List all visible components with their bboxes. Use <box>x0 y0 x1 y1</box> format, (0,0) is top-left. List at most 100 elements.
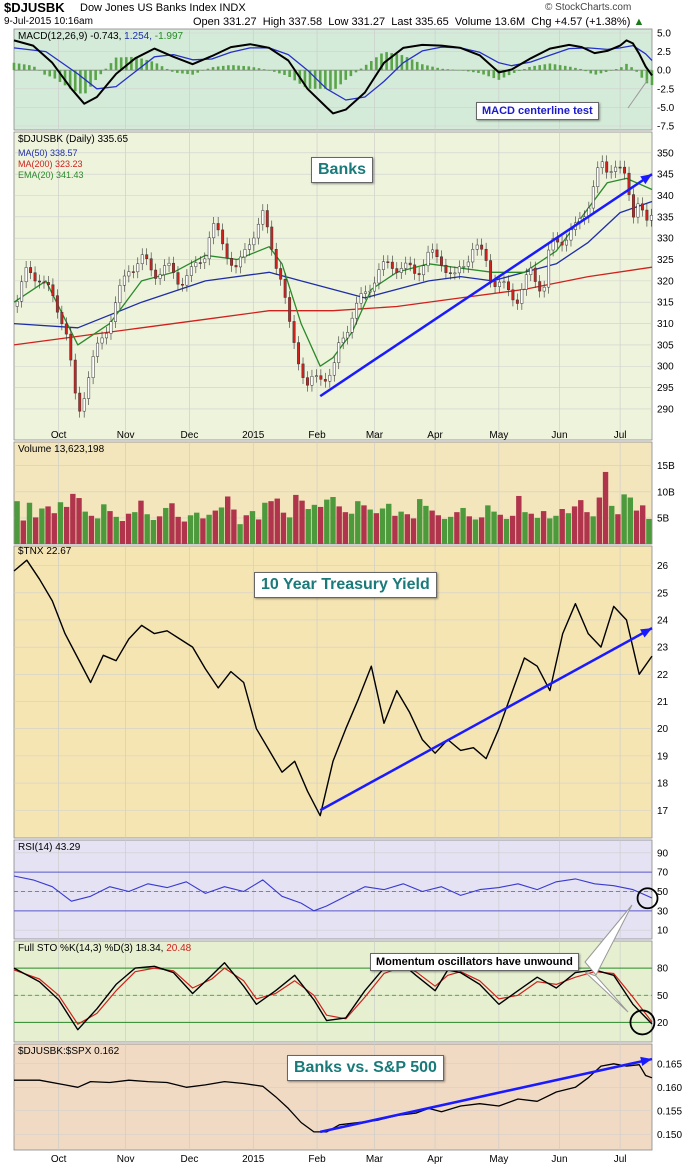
volume-bar <box>181 521 188 544</box>
macd-histogram-bar <box>563 65 567 71</box>
macd-histogram-bar <box>466 70 470 72</box>
volume-bar <box>76 498 82 544</box>
macd-histogram-bar <box>63 70 67 86</box>
price-candle <box>529 267 533 275</box>
macd-histogram-bar <box>569 66 572 71</box>
macd-histogram-bar <box>426 65 429 71</box>
volume-bar <box>262 502 268 544</box>
volume-bar <box>212 510 219 544</box>
macd-histogram-bar <box>109 63 113 71</box>
volume-bar <box>578 500 584 544</box>
price-candle <box>194 262 198 267</box>
price-candle <box>417 273 421 276</box>
volume-bar <box>14 501 20 544</box>
macd-histogram-bar <box>232 65 235 71</box>
volume-bar <box>206 514 212 544</box>
volume-bar <box>274 498 280 544</box>
macd-histogram-bar <box>523 68 526 71</box>
price-candle <box>404 262 408 269</box>
volume-bar <box>516 495 522 544</box>
macd-ytick-label: -7.5 <box>657 122 675 133</box>
volume-bar <box>218 507 225 544</box>
price-candle <box>448 272 452 274</box>
macd-histogram-bar <box>635 70 638 72</box>
macd-histogram-bar <box>446 69 450 71</box>
price-trendline <box>319 173 653 398</box>
macd-histogram-bar <box>512 70 516 73</box>
price-candle <box>163 265 167 275</box>
price-ytick-label: 320 <box>657 276 674 287</box>
sto-ytick-label: 80 <box>657 964 669 975</box>
macd-histogram-bar <box>451 69 455 71</box>
volume-bar <box>435 515 441 544</box>
price-candle <box>422 265 426 276</box>
price-candle <box>140 254 144 265</box>
price-candle <box>51 284 55 296</box>
volume-bar <box>509 515 516 544</box>
volume-bar <box>602 471 609 544</box>
macd-histogram-bar <box>354 70 358 73</box>
index-name: Dow Jones US Banks Index <box>80 2 217 14</box>
price-candle <box>136 263 140 273</box>
chart-symbol: $DJUSBK <box>4 0 65 15</box>
volume-bar <box>113 516 119 544</box>
macd-histogram-bar <box>369 61 373 71</box>
volume-bar <box>417 499 423 544</box>
macd-histogram-bar <box>206 68 210 71</box>
price-candle <box>91 356 95 378</box>
banks-callout: Banks <box>311 157 374 183</box>
macd-histogram-bar <box>293 70 297 81</box>
macd-histogram-bar <box>33 66 36 71</box>
macd-histogram-bar <box>221 65 225 71</box>
rsi-line <box>13 875 653 912</box>
price-candle <box>198 262 202 264</box>
tnx-ytick-label: 23 <box>657 643 669 654</box>
quote-bar: Open 331.27 High 337.58 Low 331.27 Last … <box>193 16 644 28</box>
price-candle <box>323 379 327 382</box>
macd-histogram-bar <box>441 68 445 71</box>
macd-histogram-bar <box>288 70 291 77</box>
macd-histogram-bar <box>124 57 128 71</box>
x-axis-label: May <box>489 430 508 441</box>
macd-histogram-bar <box>53 70 57 79</box>
sto-callout-pointer-2 <box>584 971 629 1013</box>
macd-histogram-bar <box>650 70 654 86</box>
x-axis-label: Nov <box>117 1154 135 1165</box>
price-candle <box>212 223 216 239</box>
price-candle <box>435 249 439 258</box>
macd-histogram-bar <box>196 70 200 73</box>
macd-histogram-bar <box>104 68 108 71</box>
volume-bar <box>497 514 503 544</box>
price-candle <box>265 210 269 228</box>
volume-bar <box>633 510 640 544</box>
macd-histogram-bar <box>609 70 613 71</box>
volume-bar <box>367 509 373 544</box>
macd-histogram-bar <box>574 67 577 71</box>
volume-bar <box>522 512 528 544</box>
price-candle <box>256 223 260 239</box>
volume-bar <box>398 511 404 544</box>
volume-bar <box>441 518 448 544</box>
macd-histogram-bar <box>140 58 143 71</box>
volume-bar <box>125 513 132 544</box>
price-candle <box>551 238 555 251</box>
volume-bar <box>373 513 380 544</box>
volume-bar <box>63 506 70 544</box>
price-candle <box>475 244 479 250</box>
volume-bar <box>447 516 454 544</box>
macd-histogram-bar <box>339 70 342 85</box>
macd-histogram-bar <box>191 70 194 75</box>
price-candle <box>314 375 318 377</box>
price-candle <box>498 281 501 287</box>
price-candle <box>154 269 158 279</box>
macd-ytick-label: 5.0 <box>657 29 671 40</box>
macd-histogram-bar <box>283 70 286 75</box>
macd-histogram-bar <box>242 65 245 71</box>
x-axis-label: 2015 <box>242 1154 265 1165</box>
price-candle <box>377 269 381 284</box>
price-candle <box>600 161 604 169</box>
price-candle <box>507 281 510 291</box>
macd-histogram-bar <box>477 70 480 73</box>
macd-histogram-bar <box>548 63 552 71</box>
